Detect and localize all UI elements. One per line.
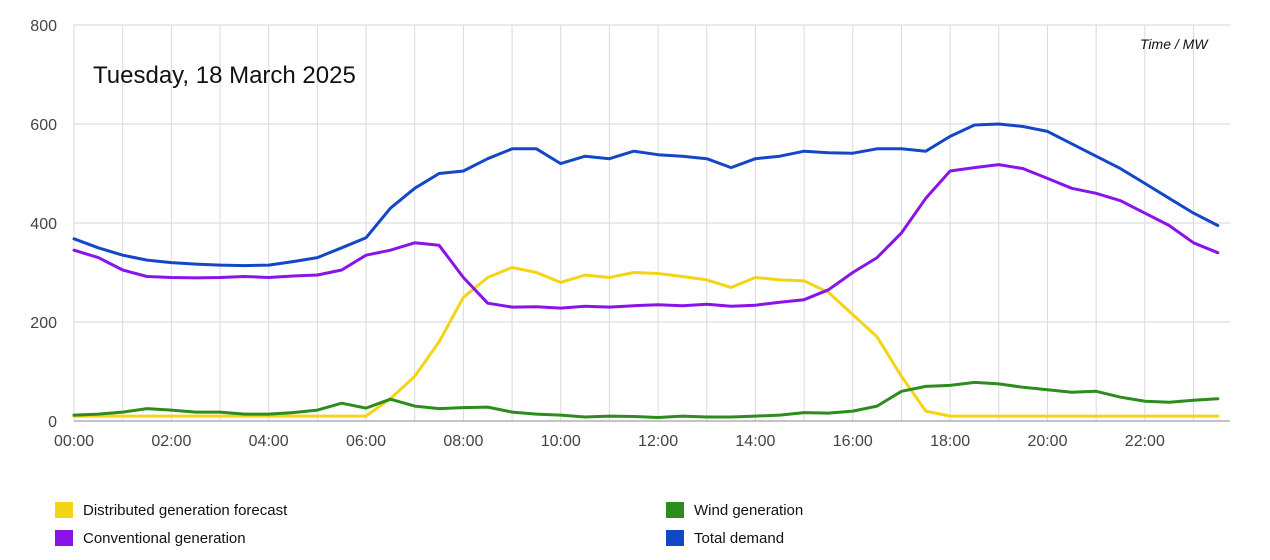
legend-item-conventional-generation: Conventional generation [55,530,246,547]
legend-swatch [666,502,684,518]
legend-swatch [666,530,684,546]
legend-label: Conventional generation [83,530,246,547]
legend-label: Wind generation [694,502,804,519]
x-axis-tick-labels: 00:00 02:00 04:00 06:00 08:00 10:00 12:00 14:00… [54,433,1165,450]
x-tick-label: 00:00 [54,433,94,450]
series-line-total-demand [72,122,1220,268]
x-tick-label: 18:00 [930,433,970,450]
y-tick-label: 200 [30,315,57,332]
x-tick-label: 08:00 [443,433,483,450]
x-tick-label: 10:00 [541,433,581,450]
series-line-distributed-generation-forecast [72,266,1220,418]
legend-item-distributed-generation-forecast: Distributed generation forecast [55,502,287,519]
y-tick-label: 400 [30,216,57,233]
legend-swatch [55,530,73,546]
x-tick-label: 20:00 [1027,433,1067,450]
chart-title: Tuesday, 18 March 2025 [93,62,356,89]
x-tick-label: 04:00 [249,433,289,450]
x-tick-label: 02:00 [151,433,191,450]
y-tick-label: 800 [30,18,57,35]
series-lines [72,122,1220,419]
x-tick-label: 14:00 [735,433,775,450]
legend-label: Distributed generation forecast [83,502,288,519]
x-tick-label: 06:00 [346,433,386,450]
series-line-conventional-generation [72,163,1220,310]
gridlines [73,24,1230,422]
legend-item-wind-generation: Wind generation [666,502,803,519]
legend-swatch [55,502,73,518]
y-tick-label: 600 [30,117,57,134]
units-note: Time / MW [1140,36,1208,52]
y-axis-tick-labels: 0 200 400 600 800 [30,18,57,431]
x-tick-label: 22:00 [1125,433,1165,450]
legend-label: Total demand [694,530,785,547]
x-tick-label: 16:00 [833,433,873,450]
series-line-wind-generation [72,380,1220,419]
legend-item-total-demand: Total demand [666,530,784,547]
x-tick-label: 12:00 [638,433,678,450]
y-tick-label: 0 [48,414,57,431]
